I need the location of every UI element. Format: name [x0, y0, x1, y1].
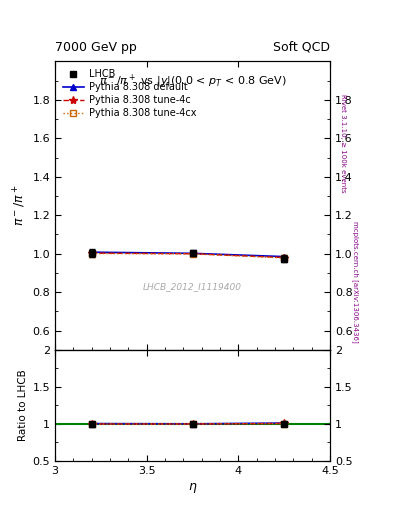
X-axis label: $\eta$: $\eta$: [188, 481, 197, 495]
Text: Rivet 3.1.10, ≥ 100k events: Rivet 3.1.10, ≥ 100k events: [340, 94, 346, 193]
Text: LHCB_2012_I1119400: LHCB_2012_I1119400: [143, 282, 242, 291]
Y-axis label: $\pi^-/\pi^+$: $\pi^-/\pi^+$: [12, 185, 28, 226]
Text: mcplots.cern.ch [arXiv:1306.3436]: mcplots.cern.ch [arXiv:1306.3436]: [352, 221, 358, 343]
Text: Soft QCD: Soft QCD: [273, 41, 330, 54]
Y-axis label: Ratio to LHCB: Ratio to LHCB: [18, 370, 28, 441]
Legend: LHCB, Pythia 8.308 default, Pythia 8.308 tune-4c, Pythia 8.308 tune-4cx: LHCB, Pythia 8.308 default, Pythia 8.308…: [60, 66, 200, 121]
Text: $\pi^-/\pi^+$ vs $|y|$(0.0 < $p_{T}$ < 0.8 GeV): $\pi^-/\pi^+$ vs $|y|$(0.0 < $p_{T}$ < 0…: [99, 73, 286, 90]
Text: 7000 GeV pp: 7000 GeV pp: [55, 41, 137, 54]
